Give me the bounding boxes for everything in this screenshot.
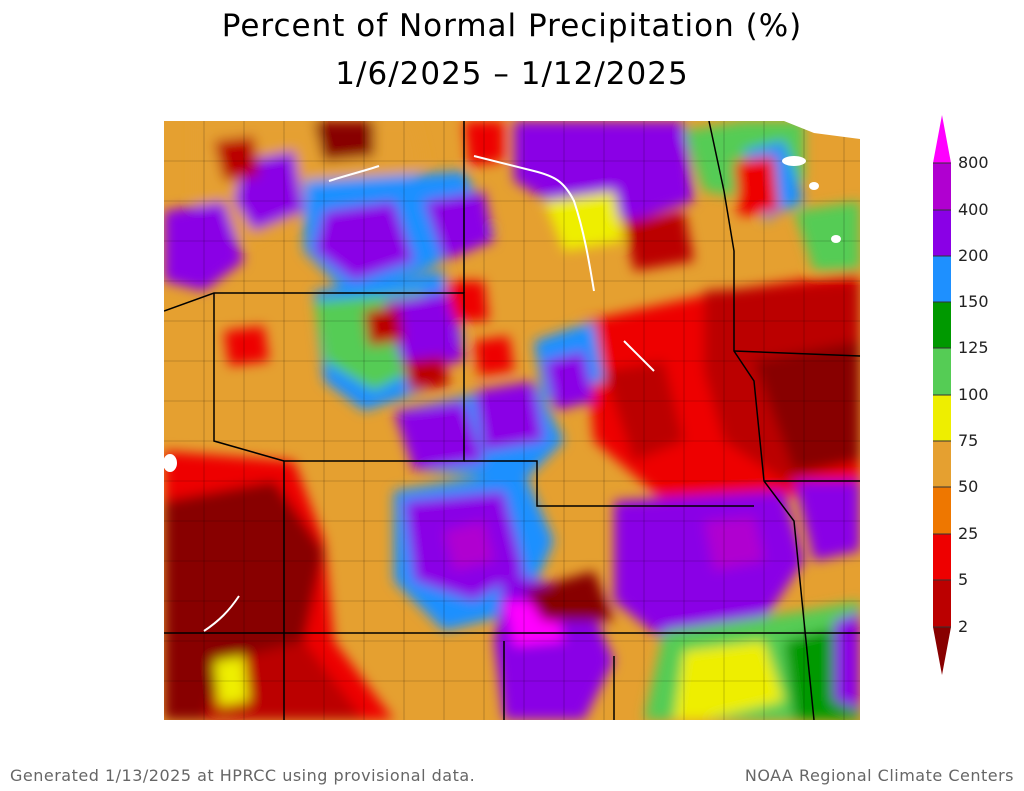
colorbar-band-50-75 bbox=[933, 441, 951, 487]
colorbar-arrow-bottom bbox=[933, 627, 951, 675]
colorbar-band-5-25 bbox=[933, 534, 951, 580]
legend-label-5: 5 bbox=[958, 570, 969, 589]
colorbar-arrow-top bbox=[933, 115, 951, 163]
precipitation-map bbox=[164, 121, 860, 720]
colorbar-band-200-400 bbox=[933, 210, 951, 256]
colorbar-band-100-125 bbox=[933, 348, 951, 395]
color-scale-legend bbox=[930, 115, 1010, 680]
legend-label-2: 2 bbox=[958, 617, 969, 636]
legend-label-125: 125 bbox=[958, 338, 989, 357]
source-credit: NOAA Regional Climate Centers bbox=[744, 766, 1014, 785]
legend-label-200: 200 bbox=[958, 246, 989, 265]
colorbar-band-25-50 bbox=[933, 487, 951, 534]
colorbar-band-125-150 bbox=[933, 302, 951, 348]
map-date-range: 1/6/2025 – 1/12/2025 bbox=[335, 56, 689, 92]
legend-label-800: 800 bbox=[958, 153, 989, 172]
colorbar-band-150-200 bbox=[933, 256, 951, 302]
generated-note: Generated 1/13/2025 at HPRCC using provi… bbox=[10, 766, 476, 785]
legend-label-100: 100 bbox=[958, 385, 989, 404]
legend-label-150: 150 bbox=[958, 292, 989, 311]
legend-label-50: 50 bbox=[958, 477, 979, 496]
colorbar-band-75-100 bbox=[933, 395, 951, 441]
legend-label-75: 75 bbox=[958, 431, 979, 450]
legend-label-25: 25 bbox=[958, 524, 979, 543]
colorbar-band-2-5 bbox=[933, 580, 951, 627]
legend-label-400: 400 bbox=[958, 200, 989, 219]
colorbar-band-400-800 bbox=[933, 163, 951, 210]
map-title: Percent of Normal Precipitation (%) bbox=[221, 8, 803, 44]
